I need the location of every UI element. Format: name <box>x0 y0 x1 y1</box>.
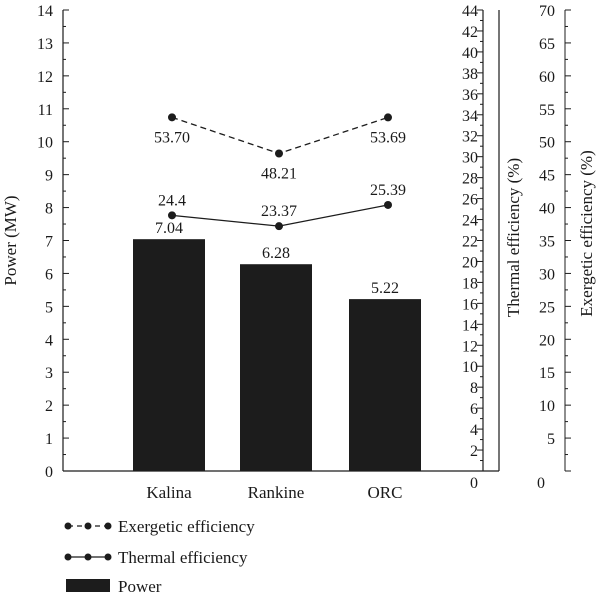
exergetic-axis-tick-label: 60 <box>539 69 555 86</box>
exergetic-efficiency-line <box>171 116 389 155</box>
exergetic-efficiency-point <box>168 113 176 122</box>
legend-thermal-marker <box>104 553 112 561</box>
legend-thermal-label: Thermal efficiency <box>118 548 248 567</box>
power-bar-label: 7.04 <box>155 220 183 237</box>
thermal-axis-tick-label: 8 <box>470 380 478 397</box>
power-bar <box>133 239 205 471</box>
left-axis-tick-label: 7 <box>45 234 53 251</box>
left-axis-tick-label: 13 <box>37 36 53 53</box>
exergetic-efficiency-label: 53.70 <box>154 129 190 146</box>
left-axis-tick-label: 9 <box>45 168 53 185</box>
left-axis-tick-label: 1 <box>45 431 53 448</box>
exergetic-axis-title: Exergetic efficiency (%) <box>577 150 596 316</box>
thermal-efficiency-label: 24.4 <box>158 192 186 209</box>
thermal-efficiency-label: 23.37 <box>261 203 297 220</box>
exergetic-axis-tick-label: 5 <box>547 431 555 448</box>
exergetic-axis-tick-label: 45 <box>539 168 555 185</box>
legend-thermal-marker <box>84 553 92 561</box>
thermal-axis-tick-label: 0 <box>470 475 478 492</box>
left-axis-tick-label: 2 <box>45 398 53 415</box>
power-bar-label: 5.22 <box>371 280 399 297</box>
x-axis-category-label: ORC <box>368 483 403 502</box>
left-axis-tick-label: 12 <box>37 69 53 86</box>
exergetic-axis-tick-label: 0 <box>537 475 545 492</box>
exergetic-axis-tick-label: 35 <box>539 234 555 251</box>
thermal-axis-tick-label: 4 <box>470 422 478 439</box>
legend-exergetic-marker <box>84 522 92 530</box>
thermal-axis-tick-label: 40 <box>462 45 478 62</box>
thermal-axis-tick-label: 2 <box>470 443 478 460</box>
thermal-axis-tick-label: 26 <box>462 192 478 209</box>
thermal-axis-tick-label: 24 <box>462 213 478 230</box>
exergetic-axis-tick-label: 40 <box>539 201 555 218</box>
left-axis-title: Power (MW) <box>1 195 20 285</box>
exergetic-axis-tick-label: 15 <box>539 365 555 382</box>
thermal-axis-tick-label: 30 <box>462 150 478 167</box>
thermal-axis-tick-label: 12 <box>462 338 478 355</box>
legend-exergetic-marker <box>64 522 72 530</box>
left-axis-tick-label: 14 <box>37 3 53 20</box>
left-axis-tick-label: 4 <box>45 332 53 349</box>
left-axis-tick-label: 10 <box>37 135 53 152</box>
thermal-axis-tick-label: 44 <box>462 3 478 20</box>
exergetic-axis-tick-label: 65 <box>539 36 555 53</box>
thermal-axis-tick-label: 22 <box>462 234 478 251</box>
thermal-axis-tick-label: 6 <box>470 401 478 418</box>
left-axis-tick-label: 0 <box>45 464 53 481</box>
exergetic-efficiency-label: 48.21 <box>261 166 297 183</box>
left-axis-tick-label: 6 <box>45 266 53 283</box>
legend-power-label: Power <box>118 577 162 596</box>
power-bar <box>349 299 421 471</box>
left-axis-tick-label: 11 <box>38 102 53 119</box>
exergetic-axis-tick-label: 70 <box>539 3 555 20</box>
thermal-efficiency-label: 25.39 <box>370 182 406 199</box>
thermal-axis-tick-label: 34 <box>462 108 478 125</box>
thermal-axis-tick-label: 42 <box>462 24 478 41</box>
exergetic-axis-tick-label: 20 <box>539 332 555 349</box>
legend-power-swatch <box>66 579 110 592</box>
exergetic-efficiency-label: 53.69 <box>370 129 406 146</box>
exergetic-axis-tick-label: 10 <box>539 398 555 415</box>
x-axis-category-label: Rankine <box>248 483 305 502</box>
exergetic-efficiency-point <box>275 149 283 158</box>
thermal-axis-tick-label: 18 <box>462 275 478 292</box>
power-bar <box>240 264 312 471</box>
thermal-axis-title: Thermal efficiency (%) <box>504 158 523 317</box>
thermal-axis-tick-label: 14 <box>462 317 478 334</box>
thermal-axis-tick-label: 10 <box>462 359 478 376</box>
exergetic-axis-tick-label: 25 <box>539 299 555 316</box>
legend-exergetic-marker <box>104 522 112 530</box>
legend-exergetic-label: Exergetic efficiency <box>118 517 255 536</box>
thermal-efficiency-point <box>275 222 283 231</box>
legend-thermal-marker <box>64 553 72 561</box>
thermal-axis-tick-label: 36 <box>462 87 478 104</box>
exergetic-efficiency-point <box>384 113 392 122</box>
thermal-axis-tick-label: 20 <box>462 254 478 271</box>
x-axis-category-label: Kalina <box>146 483 192 502</box>
thermal-axis-tick-label: 16 <box>462 296 478 313</box>
thermal-axis-tick-label: 32 <box>462 129 478 146</box>
exergetic-axis-tick-label: 55 <box>539 102 555 119</box>
left-axis-tick-label: 3 <box>45 365 53 382</box>
left-axis-tick-label: 8 <box>45 201 53 218</box>
thermal-axis-tick-label: 38 <box>462 66 478 83</box>
thermal-axis-tick-label: 28 <box>462 171 478 188</box>
thermal-efficiency-point <box>384 200 392 209</box>
exergetic-axis-tick-label: 50 <box>539 135 555 152</box>
power-bar-label: 6.28 <box>262 245 290 262</box>
exergetic-axis-tick-label: 30 <box>539 266 555 283</box>
thermal-efficiency-point <box>168 211 176 220</box>
left-axis-tick-label: 5 <box>45 299 53 316</box>
